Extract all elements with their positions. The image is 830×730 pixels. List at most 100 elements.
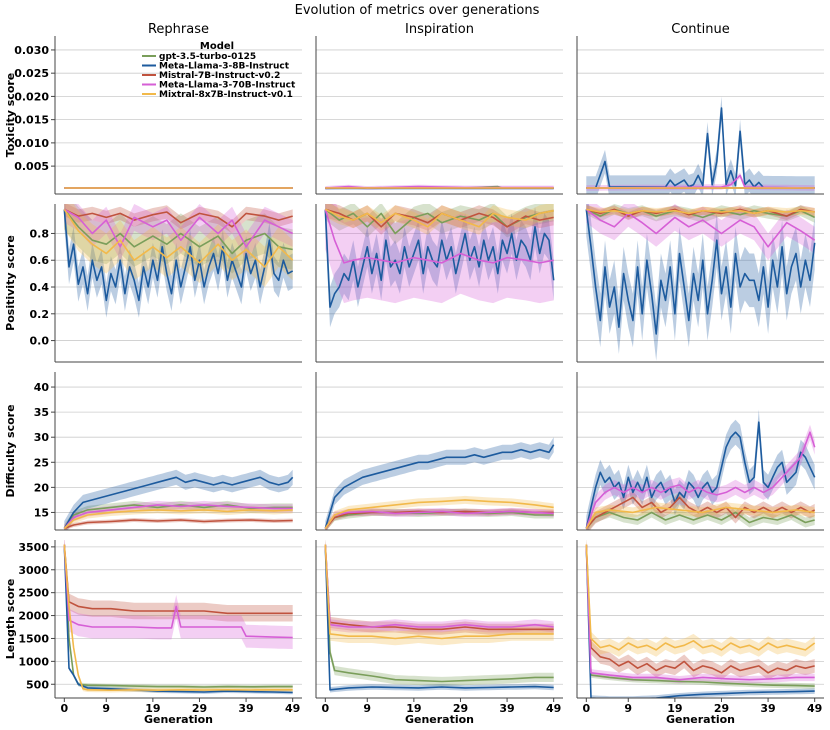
y-tick-label: 15	[34, 506, 49, 519]
y-tick-label: 0.010	[14, 137, 49, 150]
figure-title: Evolution of metrics over generations	[295, 3, 540, 18]
y-tick-label: 20	[34, 481, 50, 494]
band-gpt-3-5-turbo-0125	[64, 204, 293, 274]
column-title-continue: Continue	[671, 22, 729, 37]
line-meta-llama-3-8b-instruct	[63, 476, 294, 529]
line-gpt-3-5-turbo-0125	[324, 511, 554, 530]
plot-area	[324, 540, 554, 693]
line-meta-llama-3-70b-instruct	[585, 544, 815, 681]
panel-length-score-rephrase: 500 1000 1500 2000 2500 3000 3500 Length score 0…	[4, 540, 302, 726]
x-tick-label: 29	[453, 702, 468, 715]
y-tick-label: 0.6	[30, 254, 50, 267]
y-tick-label: 35	[34, 406, 49, 419]
line-mixtral-8x7b-instruct-v0-1	[585, 544, 816, 651]
band-mixtral-8x7b-instruct-v0-1	[325, 540, 554, 646]
x-axis-label: Generation	[144, 713, 213, 726]
band-meta-llama-3-8b-instruct	[64, 204, 293, 318]
x-tick-label: 9	[102, 702, 110, 715]
line-meta-llama-3-8b-instruct	[63, 209, 294, 302]
plot-area	[64, 187, 293, 189]
panel-positivity-score-rephrase: 0.0 0.2 0.4 0.6 0.8 Positivity score	[4, 204, 302, 363]
band-mixtral-8x7b-instruct-v0-1	[586, 540, 815, 657]
y-axis-label: Toxicity score	[4, 73, 17, 158]
panel-positivity-score-inspiration	[315, 204, 563, 363]
legend-entry-mixtral-8x7b-instruct-v0-1: Mixtral-8x7B-Instruct-v0.1	[142, 90, 293, 100]
y-tick-label: 0.025	[14, 67, 49, 80]
legend: Modelgpt-3.5-turbo-0125Meta-Llama-3-8B-I…	[142, 41, 296, 100]
band-gpt-3-5-turbo-0125	[325, 508, 554, 530]
line-meta-llama-3-70b-instruct	[586, 174, 815, 189]
y-tick-label: 3000	[18, 564, 49, 577]
band-gpt-3-5-turbo-0125	[586, 507, 815, 530]
x-tick-label: 0	[60, 702, 68, 715]
panel-difficulty-score-rephrase: 15 20 25 30 35 40 Difficulty score	[4, 372, 302, 531]
band-meta-llama-3-8b-instruct	[325, 437, 554, 530]
band-meta-llama-3-8b-instruct	[64, 469, 293, 530]
line-meta-llama-3-8b-instruct	[586, 107, 815, 189]
line-meta-llama-3-70b-instruct	[63, 208, 294, 248]
panel-toxicity-score-inspiration: Inspiration	[315, 22, 563, 195]
legend-label: Meta-Llama-3-70B-Instruct	[159, 81, 296, 91]
x-tick-label: 39	[238, 702, 253, 715]
x-tick-label: 9	[363, 702, 371, 715]
x-tick-label: 49	[546, 702, 561, 715]
y-tick-label: 3500	[18, 541, 49, 554]
plot-area	[63, 204, 294, 318]
line-meta-llama-3-8b-instruct	[324, 444, 555, 529]
plot-area	[585, 204, 816, 361]
band-mixtral-8x7b-instruct-v0-1	[64, 204, 293, 287]
line-mixtral-8x7b-instruct-v0-1	[585, 506, 815, 529]
y-tick-label: 25	[34, 456, 49, 469]
panel-positivity-score-continue	[576, 204, 824, 363]
y-tick-label: 0.4	[30, 281, 50, 294]
panel-toxicity-score-rephrase: 0.005 0.010 0.015 0.020 0.025 0.030 Toxicity s…	[4, 22, 302, 195]
x-tick-label: 29	[192, 702, 207, 715]
line-meta-llama-3-70b-instruct	[324, 510, 554, 529]
band-meta-llama-3-70b-instruct	[586, 172, 815, 191]
band-gpt-3-5-turbo-0125	[586, 204, 815, 223]
y-axis-label: Positivity score	[4, 235, 17, 331]
x-tick-label: 19	[667, 702, 682, 715]
panel-toxicity-score-continue: Continue	[576, 22, 824, 195]
y-tick-label: 0.030	[14, 44, 49, 57]
plot-area	[325, 184, 554, 190]
line-meta-llama-3-70b-instruct	[585, 208, 816, 248]
plot-area	[324, 437, 555, 530]
line-mistral-7b-instruct-v0-2	[64, 519, 293, 530]
line-meta-llama-3-8b-instruct	[324, 544, 554, 691]
y-tick-label: 500	[26, 678, 49, 691]
y-tick-label: 0.2	[30, 308, 50, 321]
line-mixtral-8x7b-instruct-v0-1	[324, 208, 554, 228]
band-mistral-7b-instruct-v0-2	[325, 204, 554, 235]
line-meta-llama-3-8b-instruct	[585, 209, 816, 335]
line-meta-llama-3-8b-instruct	[585, 421, 816, 529]
line-mixtral-8x7b-instruct-v0-1	[63, 208, 294, 268]
x-tick-label: 49	[807, 702, 822, 715]
line-gpt-3-5-turbo-0125	[585, 511, 815, 530]
y-tick-label: 30	[34, 431, 50, 444]
y-tick-label: 0.8	[30, 227, 50, 240]
y-tick-label: 0.015	[14, 114, 49, 127]
x-axis-label: Generation	[405, 713, 474, 726]
x-tick-label: 39	[760, 702, 775, 715]
panel-difficulty-score-continue	[576, 372, 824, 531]
legend-label: Meta-Llama-3-8B-Instruct	[159, 62, 290, 72]
x-tick-label: 0	[582, 702, 590, 715]
band-meta-llama-3-70b-instruct	[64, 204, 293, 261]
band-mistral-7b-instruct-v0-2	[586, 205, 815, 221]
legend-label: gpt-3.5-turbo-0125	[159, 52, 256, 62]
column-title-inspiration: Inspiration	[405, 22, 474, 37]
line-mistral-7b-instruct-v0-2	[585, 544, 815, 674]
band-mixtral-8x7b-instruct-v0-1	[325, 495, 554, 530]
line-meta-llama-3-70b-instruct	[585, 431, 816, 529]
line-meta-llama-3-8b-instruct	[324, 209, 555, 308]
panel-difficulty-score-inspiration	[315, 372, 563, 531]
band-mistral-7b-instruct-v0-2	[325, 540, 554, 635]
y-tick-label: 0.005	[14, 160, 49, 173]
panel-length-score-inspiration: 0 9 19 29 39 49 Generation	[315, 540, 563, 726]
plot-area	[63, 540, 293, 695]
x-tick-label: 19	[145, 702, 160, 715]
line-gpt-3-5-turbo-0125	[585, 544, 815, 687]
